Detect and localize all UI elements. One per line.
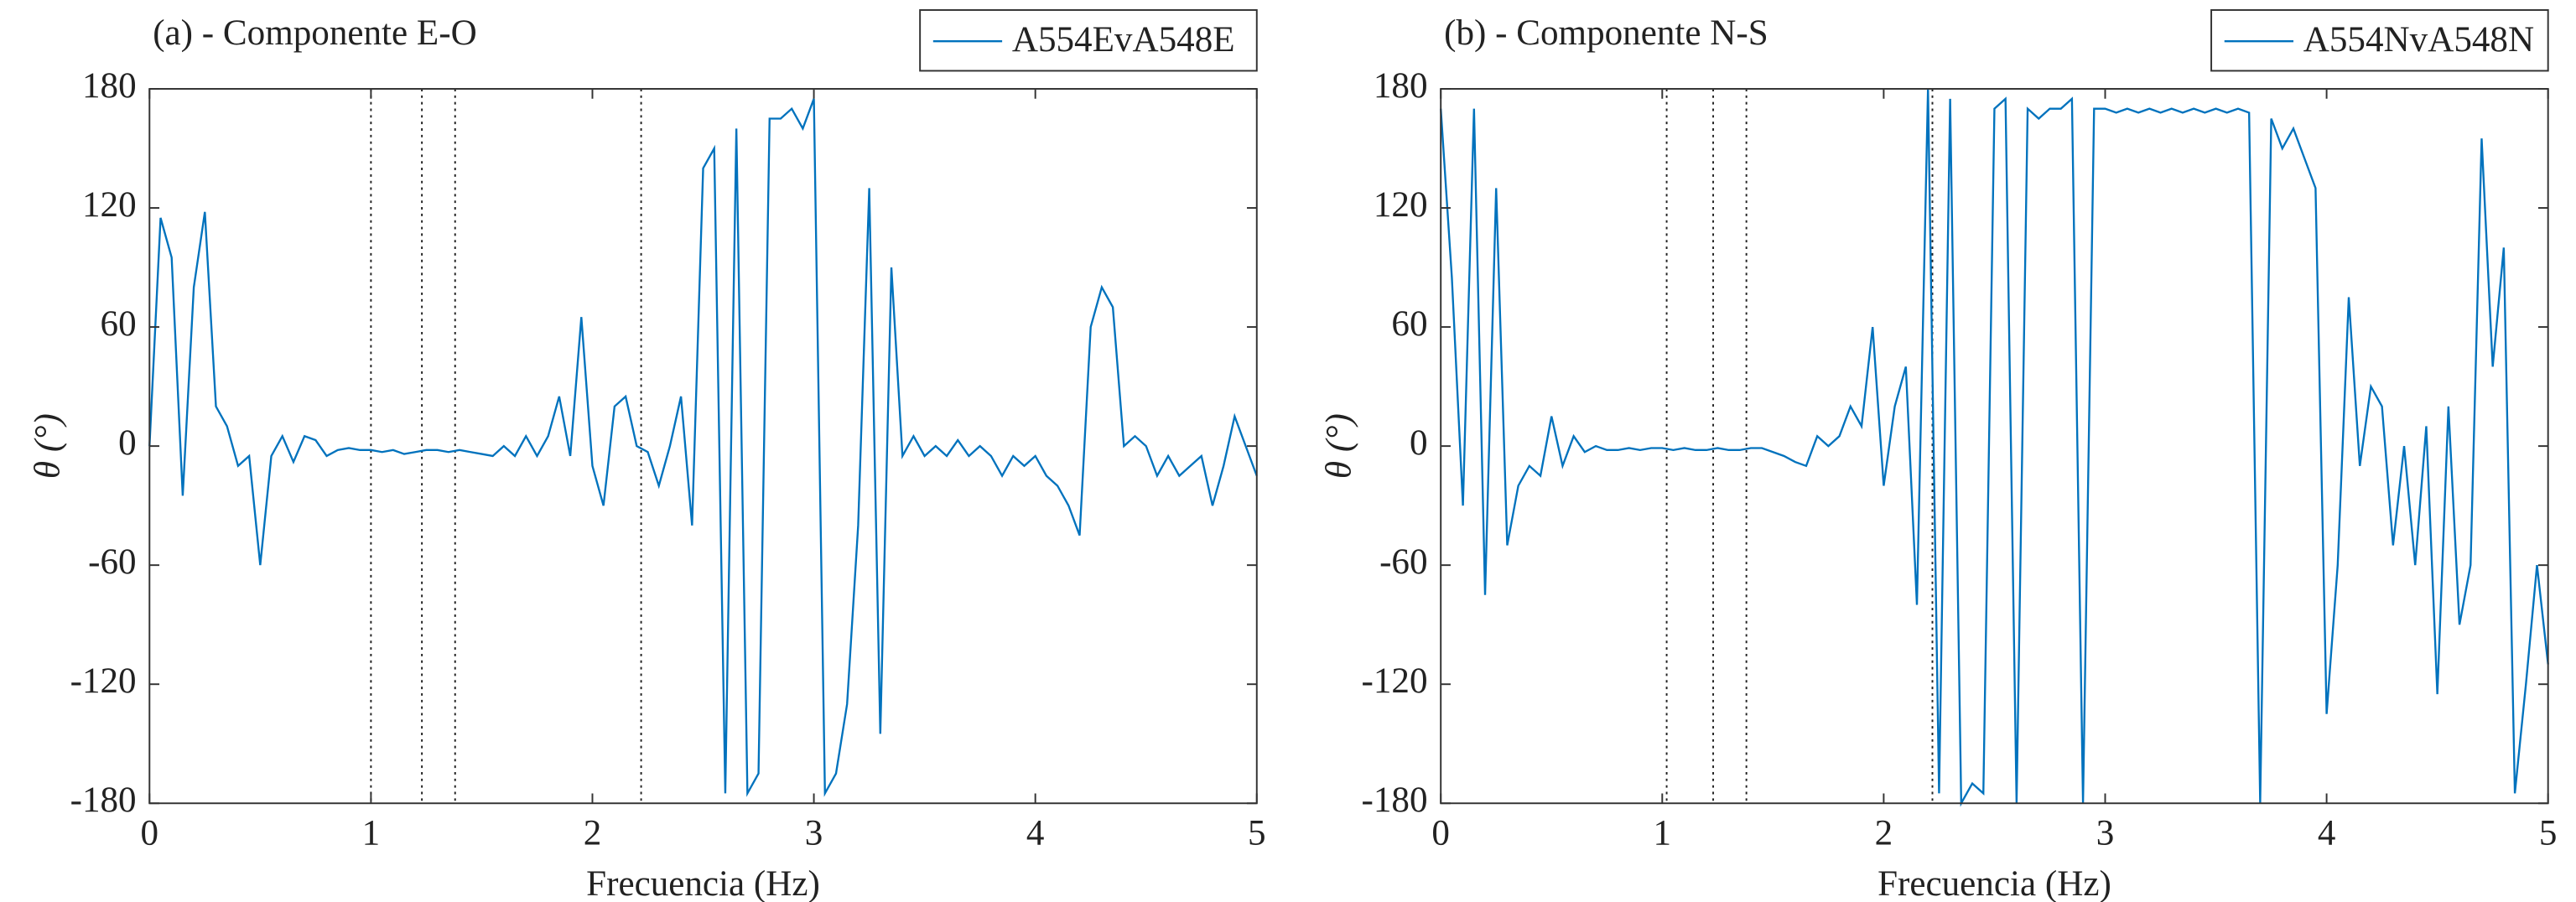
x-tick-label: 4 (1026, 813, 1045, 853)
y-tick-label: -120 (1362, 661, 1428, 701)
x-tick-label: 0 (141, 813, 159, 853)
data-line (148, 98, 1258, 797)
x-tick-label: 0 (1431, 813, 1450, 853)
x-axis-label: Frecuencia (Hz) (586, 864, 820, 902)
y-tick-label: -180 (1362, 780, 1428, 820)
y-tick-label: 60 (1391, 304, 1427, 344)
y-tick-label: -120 (70, 661, 137, 701)
x-tick-label: 2 (584, 813, 602, 853)
chart-title: (b) - Componente N-S (1444, 13, 1768, 53)
y-tick-label: 60 (101, 304, 137, 344)
legend-label: A554NvA548N (2303, 20, 2534, 60)
data-line (1440, 88, 2549, 807)
y-axis-label: θ (°) (1320, 413, 1359, 479)
y-tick-label: 180 (82, 66, 137, 106)
y-tick-label: 180 (1374, 66, 1428, 106)
y-tick-label: 120 (1374, 185, 1428, 225)
x-tick-label: 5 (2539, 813, 2558, 853)
y-tick-label: -60 (1379, 542, 1427, 582)
x-tick-label: 1 (362, 813, 381, 853)
x-tick-label: 4 (2318, 813, 2336, 853)
y-tick-label: -60 (88, 542, 136, 582)
plot-area (1441, 89, 2548, 804)
legend-label: A554EvA548E (1012, 20, 1235, 60)
x-tick-label: 2 (1875, 813, 1893, 853)
x-tick-label: 3 (805, 813, 823, 853)
plot-area (149, 89, 1257, 804)
y-tick-label: -180 (70, 780, 137, 820)
y-tick-label: 0 (118, 423, 137, 463)
x-tick-label: 3 (2096, 813, 2115, 853)
x-tick-label: 1 (1654, 813, 1672, 853)
y-tick-label: 0 (1410, 423, 1428, 463)
x-axis-label: Frecuencia (Hz) (1877, 864, 2111, 902)
y-axis-label: θ (°) (29, 413, 68, 479)
y-tick-label: 120 (82, 185, 137, 225)
chart-title: (a) - Componente E-O (153, 13, 477, 53)
x-tick-label: 5 (1248, 813, 1266, 853)
